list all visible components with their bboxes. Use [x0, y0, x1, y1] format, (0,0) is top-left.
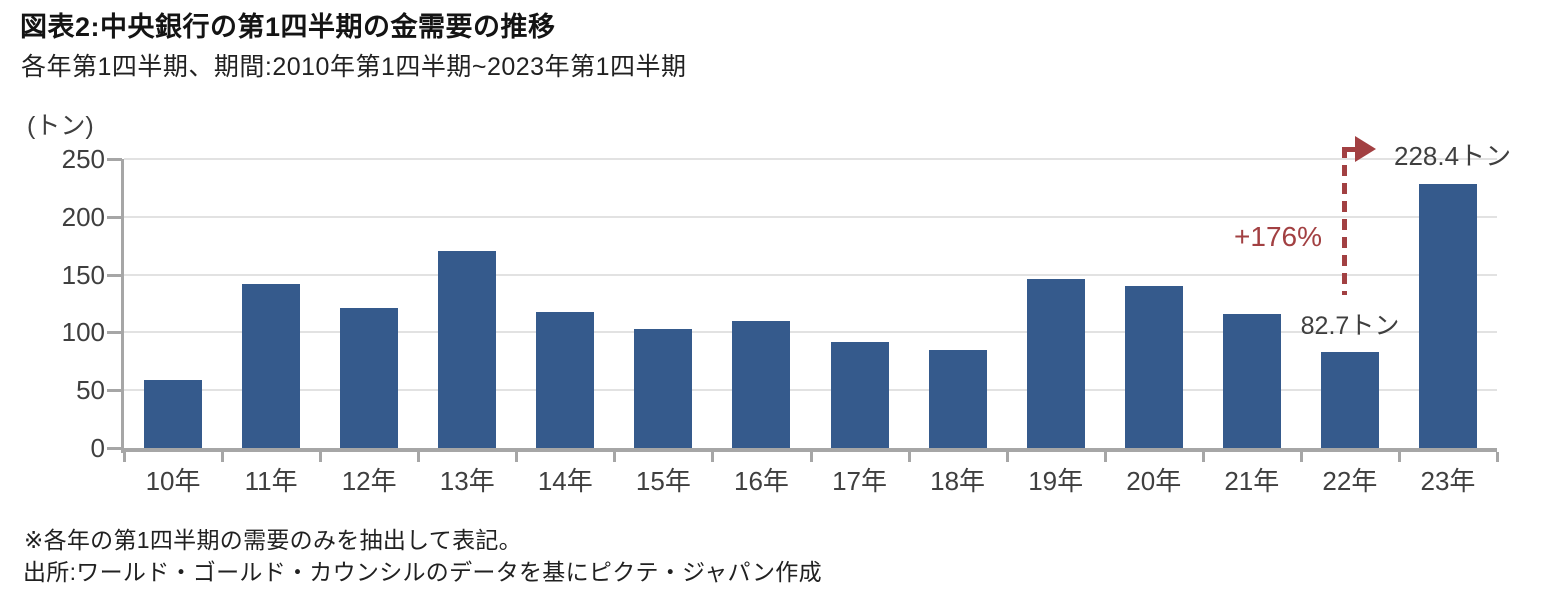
y-axis-tick: [107, 389, 122, 393]
y-axis-tick-label: 100: [61, 317, 105, 348]
value-label-2023: 228.4トン: [1394, 141, 1512, 171]
chart-title: 図表2:中央銀行の第1四半期の金需要の推移: [20, 12, 556, 42]
x-axis-label: 17年: [832, 466, 887, 496]
x-axis-tick: [907, 452, 911, 462]
bar: [928, 349, 987, 448]
x-axis-tick: [711, 452, 715, 462]
bar: [732, 320, 791, 448]
bar: [1222, 313, 1281, 448]
arrow-right-icon: [1355, 136, 1376, 162]
gridline: [124, 215, 1497, 218]
bar: [634, 328, 693, 448]
bar: [1124, 286, 1183, 448]
y-axis-unit-label: (トン): [27, 112, 94, 140]
x-axis-tick: [1005, 452, 1009, 462]
y-axis-tick: [107, 158, 122, 161]
bar: [144, 379, 203, 448]
gridline: [124, 331, 1497, 334]
x-axis-tick: [1103, 452, 1107, 462]
gridline: [124, 158, 1497, 160]
x-axis-label: 16年: [733, 466, 789, 496]
gridline: [124, 273, 1497, 276]
x-axis-tick: [1397, 452, 1401, 462]
x-axis-label: 18年: [930, 466, 986, 496]
bar: [1320, 352, 1379, 448]
x-axis-label: 13年: [439, 466, 495, 496]
value-label-2022: 82.7トン: [1300, 312, 1400, 340]
footnote: ※各年の第1四半期の需要のみを抽出して表記。: [24, 527, 522, 553]
x-axis-tick: [1201, 452, 1205, 462]
bar: [340, 308, 399, 448]
gridline: [124, 389, 1497, 392]
dashed-arrow-vertical-line: [1342, 147, 1347, 295]
x-axis-label: 15年: [635, 466, 691, 496]
x-axis-tick: [319, 452, 323, 462]
x-axis-tick: [613, 452, 617, 462]
x-axis-tick: [123, 452, 126, 462]
y-axis-tick: [107, 215, 122, 219]
y-axis-tick-label: 50: [76, 375, 105, 406]
bar: [536, 311, 595, 448]
x-axis-tick: [221, 452, 225, 462]
bar: [1418, 183, 1477, 448]
x-axis-label: 10年: [145, 466, 201, 496]
x-axis-tick: [417, 452, 421, 462]
x-axis-tick: [515, 452, 519, 462]
y-axis-tick-label: 0: [90, 433, 105, 463]
y-axis-tick: [107, 273, 122, 277]
y-axis-tick-label: 200: [61, 201, 105, 232]
dashed-arrow-horizontal-segment: [1344, 147, 1356, 152]
y-axis-tick-label: 150: [61, 259, 105, 290]
growth-percent-annotation: +176%: [1234, 221, 1322, 252]
bar: [830, 341, 889, 448]
x-axis-tick: [1496, 452, 1499, 462]
x-axis-label: 22年: [1322, 466, 1378, 496]
x-axis-label: 12年: [341, 466, 397, 496]
x-axis-tick: [1299, 452, 1303, 462]
x-axis-label: 14年: [537, 466, 593, 496]
y-axis-tick-label: 250: [61, 144, 105, 174]
y-axis-tick: [107, 447, 122, 450]
source-attribution: 出所:ワールド・ゴールド・カウンシルのデータを基にピクテ・ジャパン作成: [23, 559, 822, 585]
x-axis-label: 21年: [1224, 466, 1280, 496]
x-axis-line: [121, 448, 1497, 452]
x-axis-tick: [809, 452, 813, 462]
chart-subtitle: 各年第1四半期、期間:2010年第1四半期~2023年第1四半期: [21, 53, 687, 81]
x-axis-label: 11年: [244, 466, 298, 496]
y-axis-line: [121, 159, 124, 453]
x-axis-label: 19年: [1028, 466, 1084, 496]
x-axis-label: 20年: [1126, 466, 1182, 496]
bar: [438, 251, 497, 448]
bar: [1026, 279, 1085, 448]
y-axis-tick: [107, 331, 122, 335]
x-axis-label: 23年: [1420, 466, 1476, 496]
bar: [242, 283, 301, 448]
